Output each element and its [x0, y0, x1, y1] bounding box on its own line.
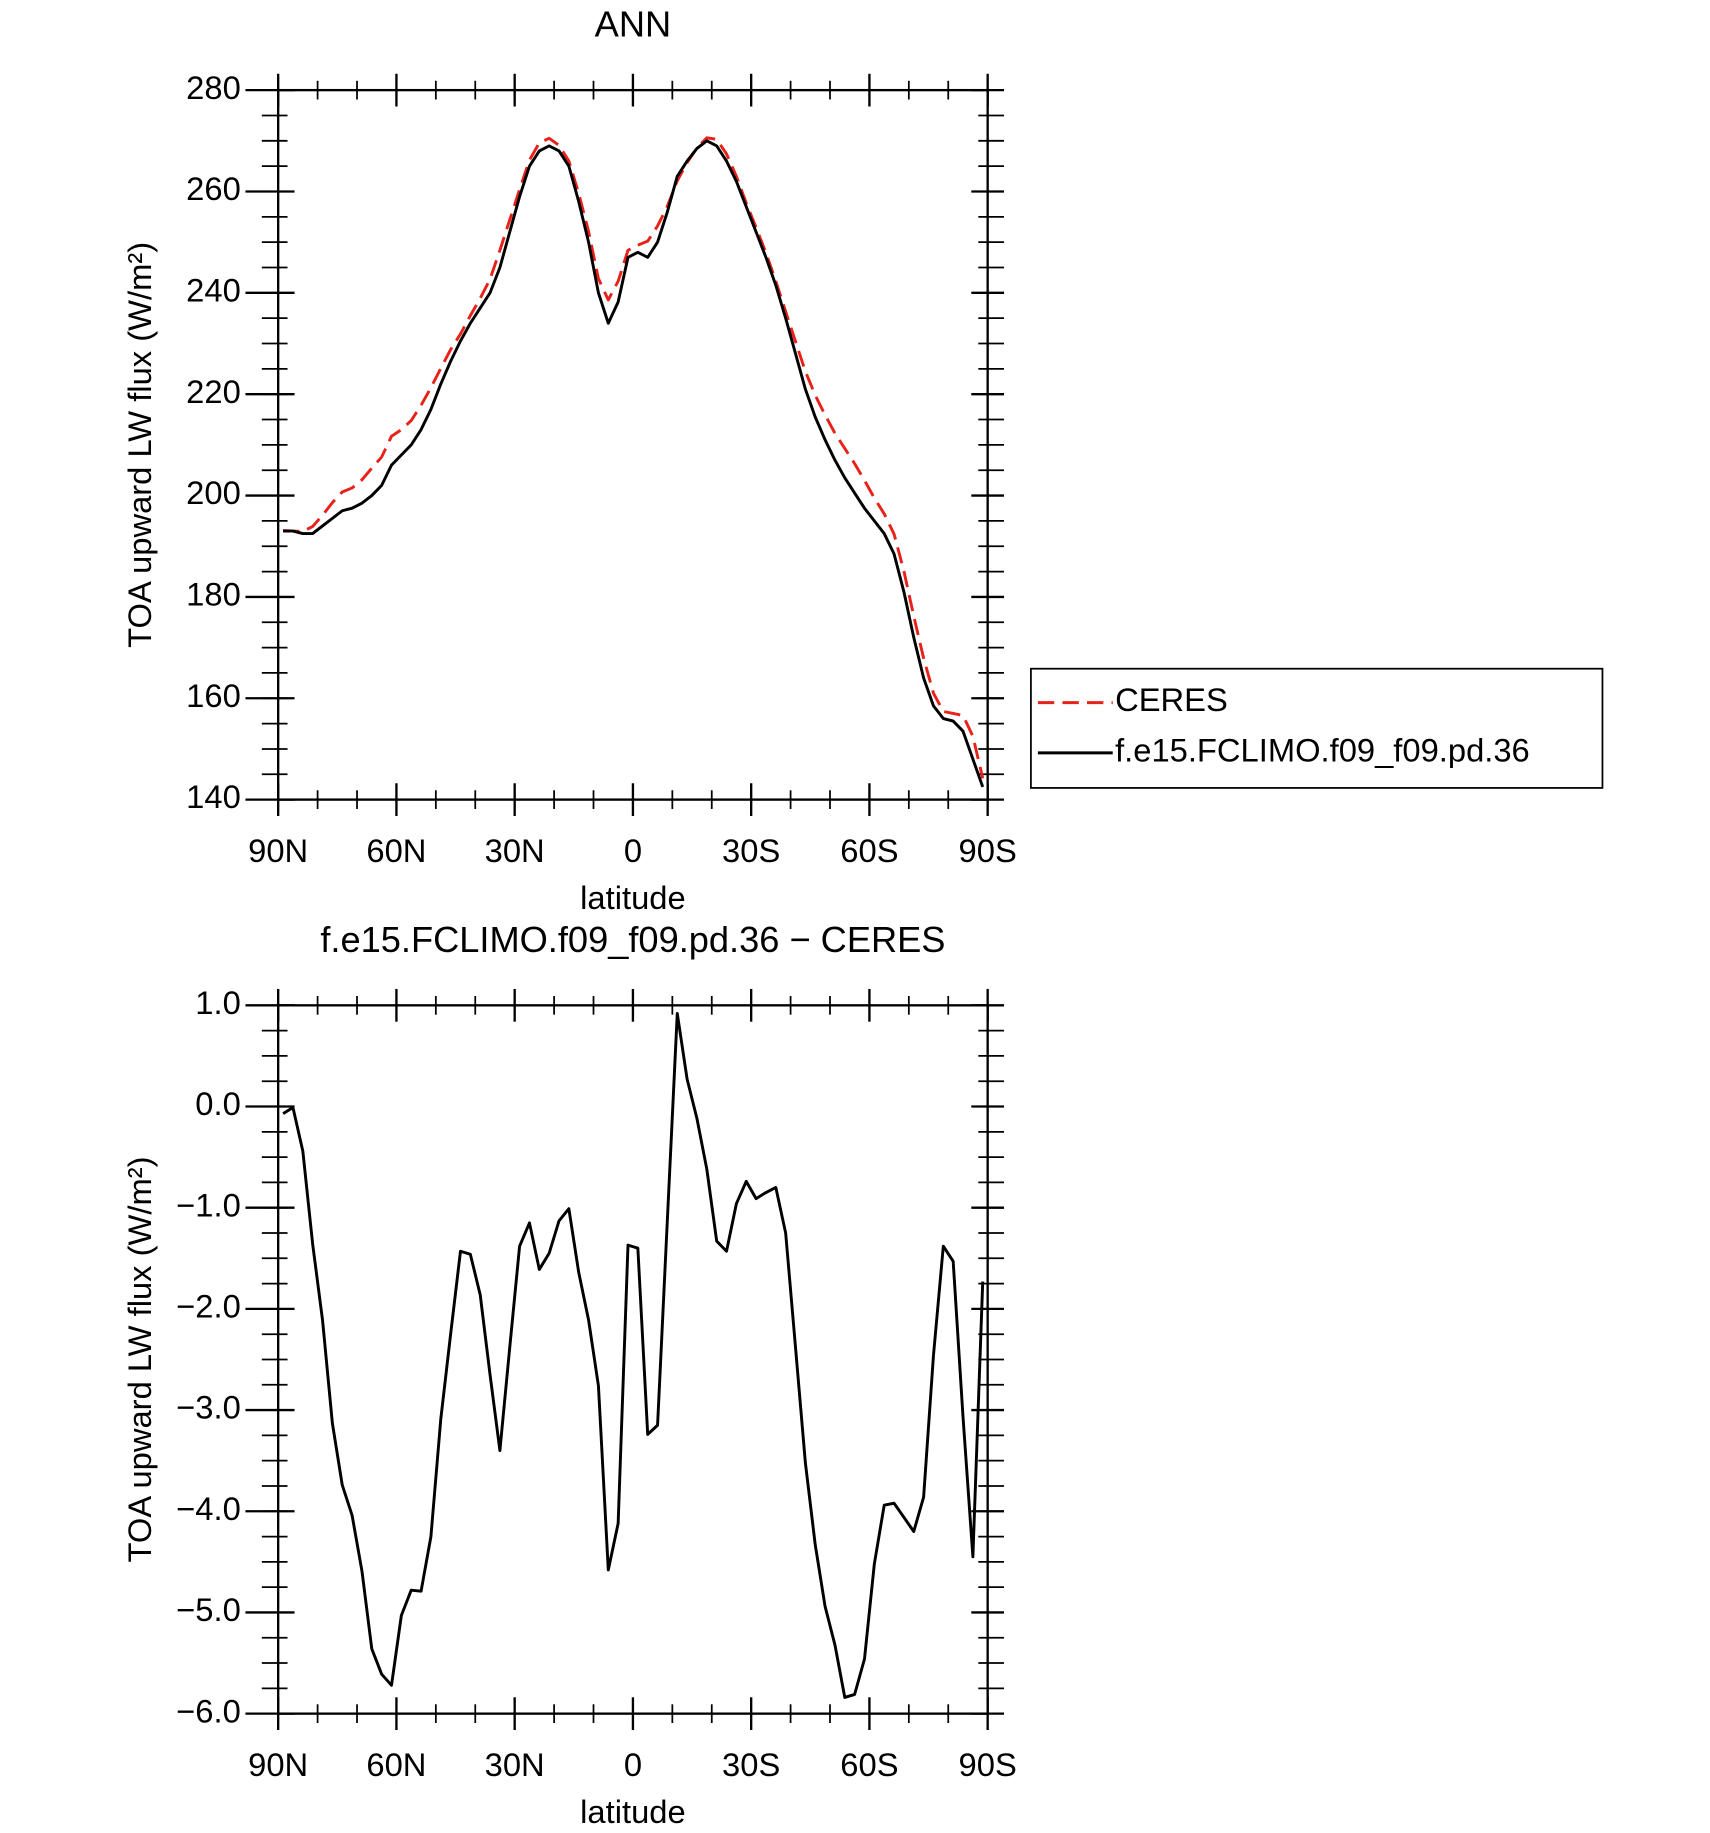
x-tick-label: 60N — [366, 1746, 426, 1783]
x-axis-label: latitude — [580, 1793, 686, 1830]
x-tick-label: 30S — [722, 1746, 780, 1783]
x-tick-label: 90N — [248, 1746, 308, 1783]
plot-frame — [277, 1004, 989, 1715]
x-tick-label: 0 — [624, 1746, 642, 1783]
series-line — [283, 136, 985, 779]
x-tick-label: 60N — [366, 832, 426, 869]
y-axis-label: TOA upward LW flux (W/m²) — [121, 242, 158, 648]
y-tick-label: −2.0 — [176, 1288, 241, 1325]
x-tick-label: 30N — [485, 1746, 545, 1783]
legend-label: f.e15.FCLIMO.f09_f09.pd.36 — [1115, 732, 1530, 769]
chart-title: ANN — [595, 4, 671, 45]
y-tick-label: 240 — [186, 271, 241, 308]
x-tick-label: 60S — [840, 832, 898, 869]
x-tick-label: 90S — [959, 832, 1017, 869]
x-tick-label: 90N — [248, 832, 308, 869]
plot-frame — [277, 88, 989, 801]
y-tick-label: 160 — [186, 677, 241, 714]
y-tick-label: −5.0 — [176, 1591, 241, 1628]
legend-box — [1030, 667, 1604, 789]
y-tick-label: 220 — [186, 373, 241, 410]
x-axis-label: latitude — [580, 879, 686, 916]
series-line — [282, 1011, 985, 1699]
y-tick-label: 180 — [186, 576, 241, 613]
y-tick-label: −3.0 — [176, 1389, 241, 1426]
y-tick-label: −4.0 — [176, 1490, 241, 1527]
y-axis-label: TOA upward LW flux (W/m²) — [121, 1156, 158, 1562]
y-tick-label: −1.0 — [176, 1186, 241, 1223]
x-tick-label: 60S — [840, 1746, 898, 1783]
y-tick-label: −6.0 — [176, 1692, 241, 1729]
y-tick-label: 0.0 — [195, 1085, 240, 1122]
x-tick-label: 90S — [959, 1746, 1017, 1783]
y-tick-label: 280 — [186, 69, 241, 106]
y-tick-label: 260 — [186, 170, 241, 207]
series-line — [283, 139, 985, 788]
y-tick-label: 200 — [186, 474, 241, 511]
y-tick-label: 140 — [186, 778, 241, 815]
chart-title: f.e15.FCLIMO.f09_f09.pd.36 − CERES — [320, 919, 945, 960]
x-tick-label: 0 — [624, 832, 642, 869]
legend-label: CERES — [1115, 681, 1228, 718]
x-tick-label: 30S — [722, 832, 780, 869]
x-tick-label: 30N — [485, 832, 545, 869]
y-tick-label: 1.0 — [195, 984, 240, 1021]
